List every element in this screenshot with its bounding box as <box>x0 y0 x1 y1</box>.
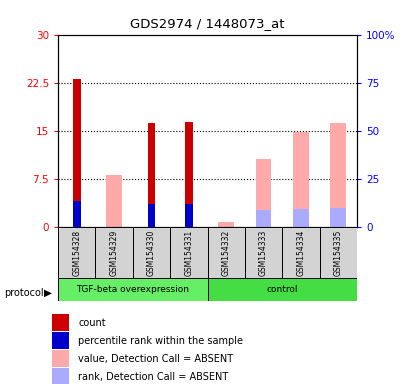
Text: rank, Detection Call = ABSENT: rank, Detection Call = ABSENT <box>78 371 228 382</box>
Bar <box>52 368 69 384</box>
Text: percentile rank within the sample: percentile rank within the sample <box>78 336 243 346</box>
Text: TGF-beta overexpression: TGF-beta overexpression <box>76 285 189 294</box>
Bar <box>293 209 309 227</box>
Text: count: count <box>78 318 106 328</box>
Text: ▶: ▶ <box>44 288 52 298</box>
Bar <box>208 227 245 278</box>
Text: control: control <box>266 285 298 294</box>
Bar <box>170 227 208 278</box>
Text: GSM154335: GSM154335 <box>334 229 343 276</box>
Text: protocol: protocol <box>4 288 44 298</box>
Bar <box>52 350 69 367</box>
Bar <box>185 122 193 227</box>
Bar <box>282 227 320 278</box>
Text: GSM154334: GSM154334 <box>296 229 305 276</box>
Bar <box>218 222 234 227</box>
Bar <box>52 332 69 349</box>
Text: value, Detection Call = ABSENT: value, Detection Call = ABSENT <box>78 354 233 364</box>
Text: GSM154332: GSM154332 <box>222 229 231 276</box>
Bar <box>106 175 122 227</box>
Bar <box>148 204 155 227</box>
Bar <box>256 159 271 227</box>
Bar <box>58 227 95 278</box>
Bar <box>245 227 282 278</box>
Bar <box>73 201 81 227</box>
Bar <box>73 79 81 227</box>
Bar <box>256 210 271 227</box>
Bar <box>148 123 155 227</box>
Text: GDS2974 / 1448073_at: GDS2974 / 1448073_at <box>130 17 285 30</box>
Bar <box>208 278 357 301</box>
Bar <box>58 278 208 301</box>
Text: GSM154333: GSM154333 <box>259 229 268 276</box>
Bar <box>95 227 133 278</box>
Text: GSM154328: GSM154328 <box>72 229 81 276</box>
Bar <box>330 123 346 227</box>
Text: GSM154330: GSM154330 <box>147 229 156 276</box>
Bar <box>52 314 69 331</box>
Bar <box>330 208 346 227</box>
Bar <box>320 227 357 278</box>
Text: GSM154331: GSM154331 <box>184 229 193 276</box>
Text: GSM154329: GSM154329 <box>110 229 119 276</box>
Bar <box>293 132 309 227</box>
Bar <box>133 227 170 278</box>
Bar <box>185 204 193 227</box>
